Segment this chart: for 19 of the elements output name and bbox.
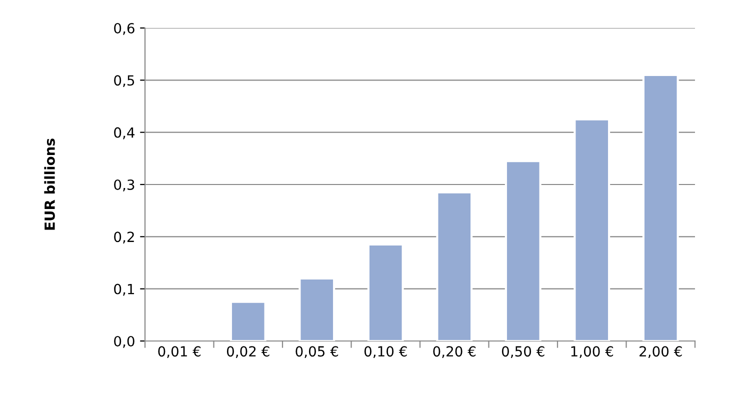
y-tick-label: 0,5 [114,75,134,88]
y-axis-title: EUR billions [44,138,55,230]
y-tick-label: 0,4 [114,127,134,140]
y-tick-label: 0,0 [114,336,134,348]
x-tick-label: 0,05 € [296,346,338,358]
y-tick-label: 0,2 [114,232,134,244]
bar [574,118,610,341]
x-tick-label: 0,02 € [226,346,270,358]
x-tick-label: 0,50 € [502,346,544,358]
x-tick-label: 0,01 € [158,346,201,358]
x-tick-label: 0,10 € [364,346,407,358]
x-tick-label: 1,00 € [571,346,614,358]
x-tick-label: 2,00 € [640,346,682,358]
bar [230,300,266,341]
y-tick-label: 0,6 [114,22,134,35]
bar [436,191,473,341]
y-tick-label: 0,3 [114,179,134,192]
x-tick-label: 0,20 € [433,346,476,358]
y-tick-label: 0,1 [114,284,134,296]
